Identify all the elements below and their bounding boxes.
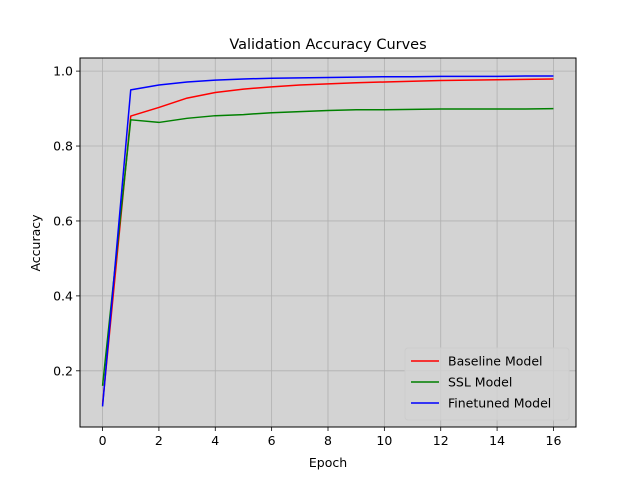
x-tick-label: 12 bbox=[433, 433, 449, 448]
x-tick-label: 6 bbox=[268, 433, 276, 448]
series-line-ssl-model bbox=[101, 107, 554, 386]
y-tick-label: 1.0 bbox=[53, 64, 73, 79]
x-tick-label: 10 bbox=[376, 433, 392, 448]
legend-label-baseline-model: Baseline Model bbox=[448, 354, 543, 369]
series-line-baseline-model bbox=[101, 78, 554, 405]
legend-box bbox=[404, 347, 570, 421]
legend-label-finetuned-model: Finetuned Model bbox=[448, 396, 551, 411]
y-tick-label: 0.6 bbox=[53, 213, 73, 228]
axis-ticks: 0 2 4 6 8 10 12 14 16 0.2 0.4 0.6 0.8 1.0 bbox=[53, 64, 561, 448]
plot-frame bbox=[79, 57, 577, 428]
y-tick-label: 0.4 bbox=[53, 288, 73, 303]
x-tick-label: 8 bbox=[324, 433, 332, 448]
y-tick-label: 0.2 bbox=[53, 363, 73, 378]
x-tick-label: 2 bbox=[155, 433, 163, 448]
x-tick-label: 14 bbox=[489, 433, 505, 448]
legend-label-ssl-model: SSL Model bbox=[448, 375, 512, 390]
x-tick-label: 16 bbox=[546, 433, 562, 448]
x-tick-label: 0 bbox=[99, 433, 107, 448]
legend: Baseline Model SSL Model Finetuned Model bbox=[404, 347, 570, 421]
y-tick-label: 0.8 bbox=[53, 139, 73, 154]
series-line-finetuned-model bbox=[101, 75, 554, 407]
x-axis-label: Epoch bbox=[309, 455, 347, 470]
series-lines bbox=[101, 75, 554, 407]
x-tick-label: 4 bbox=[211, 433, 219, 448]
chart-title: Validation Accuracy Curves bbox=[229, 37, 426, 53]
y-axis-label: Accuracy bbox=[28, 214, 43, 272]
